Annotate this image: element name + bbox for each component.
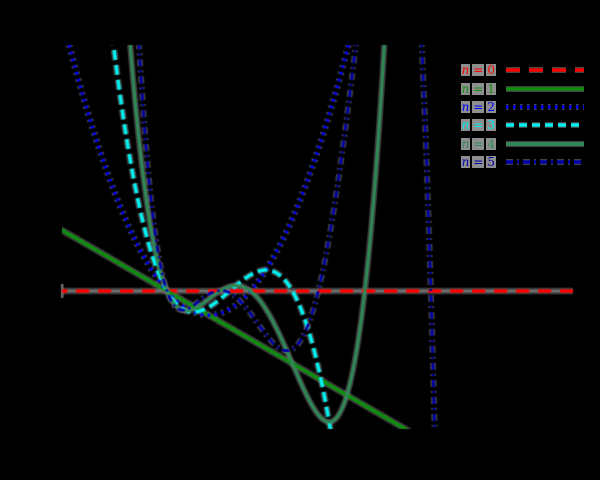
legend-label-variable: n [460,81,471,96]
legend-label-variable: n [460,118,471,133]
legend-entry: n = 0 [455,61,591,79]
legend-line-swatch [506,85,584,92]
legend-entry: n = 3 [455,116,591,134]
legend-label-value: 5 [486,155,496,170]
legend-label-value: 3 [486,118,496,133]
legend-label-equals: = [472,136,485,151]
legend-label-variable: n [460,63,471,78]
legend-entry: n = 5 [455,153,591,171]
legend-label-value: 4 [486,136,496,151]
legend-label: n = 5 [455,155,497,170]
legend-label: n = 0 [455,63,497,78]
legend-entry: n = 4 [455,135,591,153]
legend-line-swatch [506,67,584,74]
legend-label-variable: n [460,99,471,114]
legend-label: n = 4 [455,136,497,151]
legend-entry: n = 2 [455,98,591,116]
legend-label-equals: = [472,155,485,170]
legend-line-swatch [506,103,584,110]
legend-label-equals: = [472,99,485,114]
legend-label: n = 3 [455,118,497,133]
legend-line-swatch [506,122,584,129]
legend-label: n = 1 [455,81,497,96]
legend-label-value: 0 [486,63,496,78]
legend-line-swatch [506,159,584,166]
legend-label-value: 2 [486,99,496,114]
legend-line-swatch [506,140,584,147]
legend-label-variable: n [460,155,471,170]
legend-label-equals: = [472,118,485,133]
legend-label-equals: = [472,63,485,78]
legend: n = 0 n = 1 n = 2 n = 3 n = 4 n = 5 [455,61,591,171]
legend-label-value: 1 [486,81,496,96]
legend-label-equals: = [472,81,485,96]
legend-label: n = 2 [455,99,497,114]
legend-label-variable: n [460,136,471,151]
legend-entry: n = 1 [455,79,591,97]
